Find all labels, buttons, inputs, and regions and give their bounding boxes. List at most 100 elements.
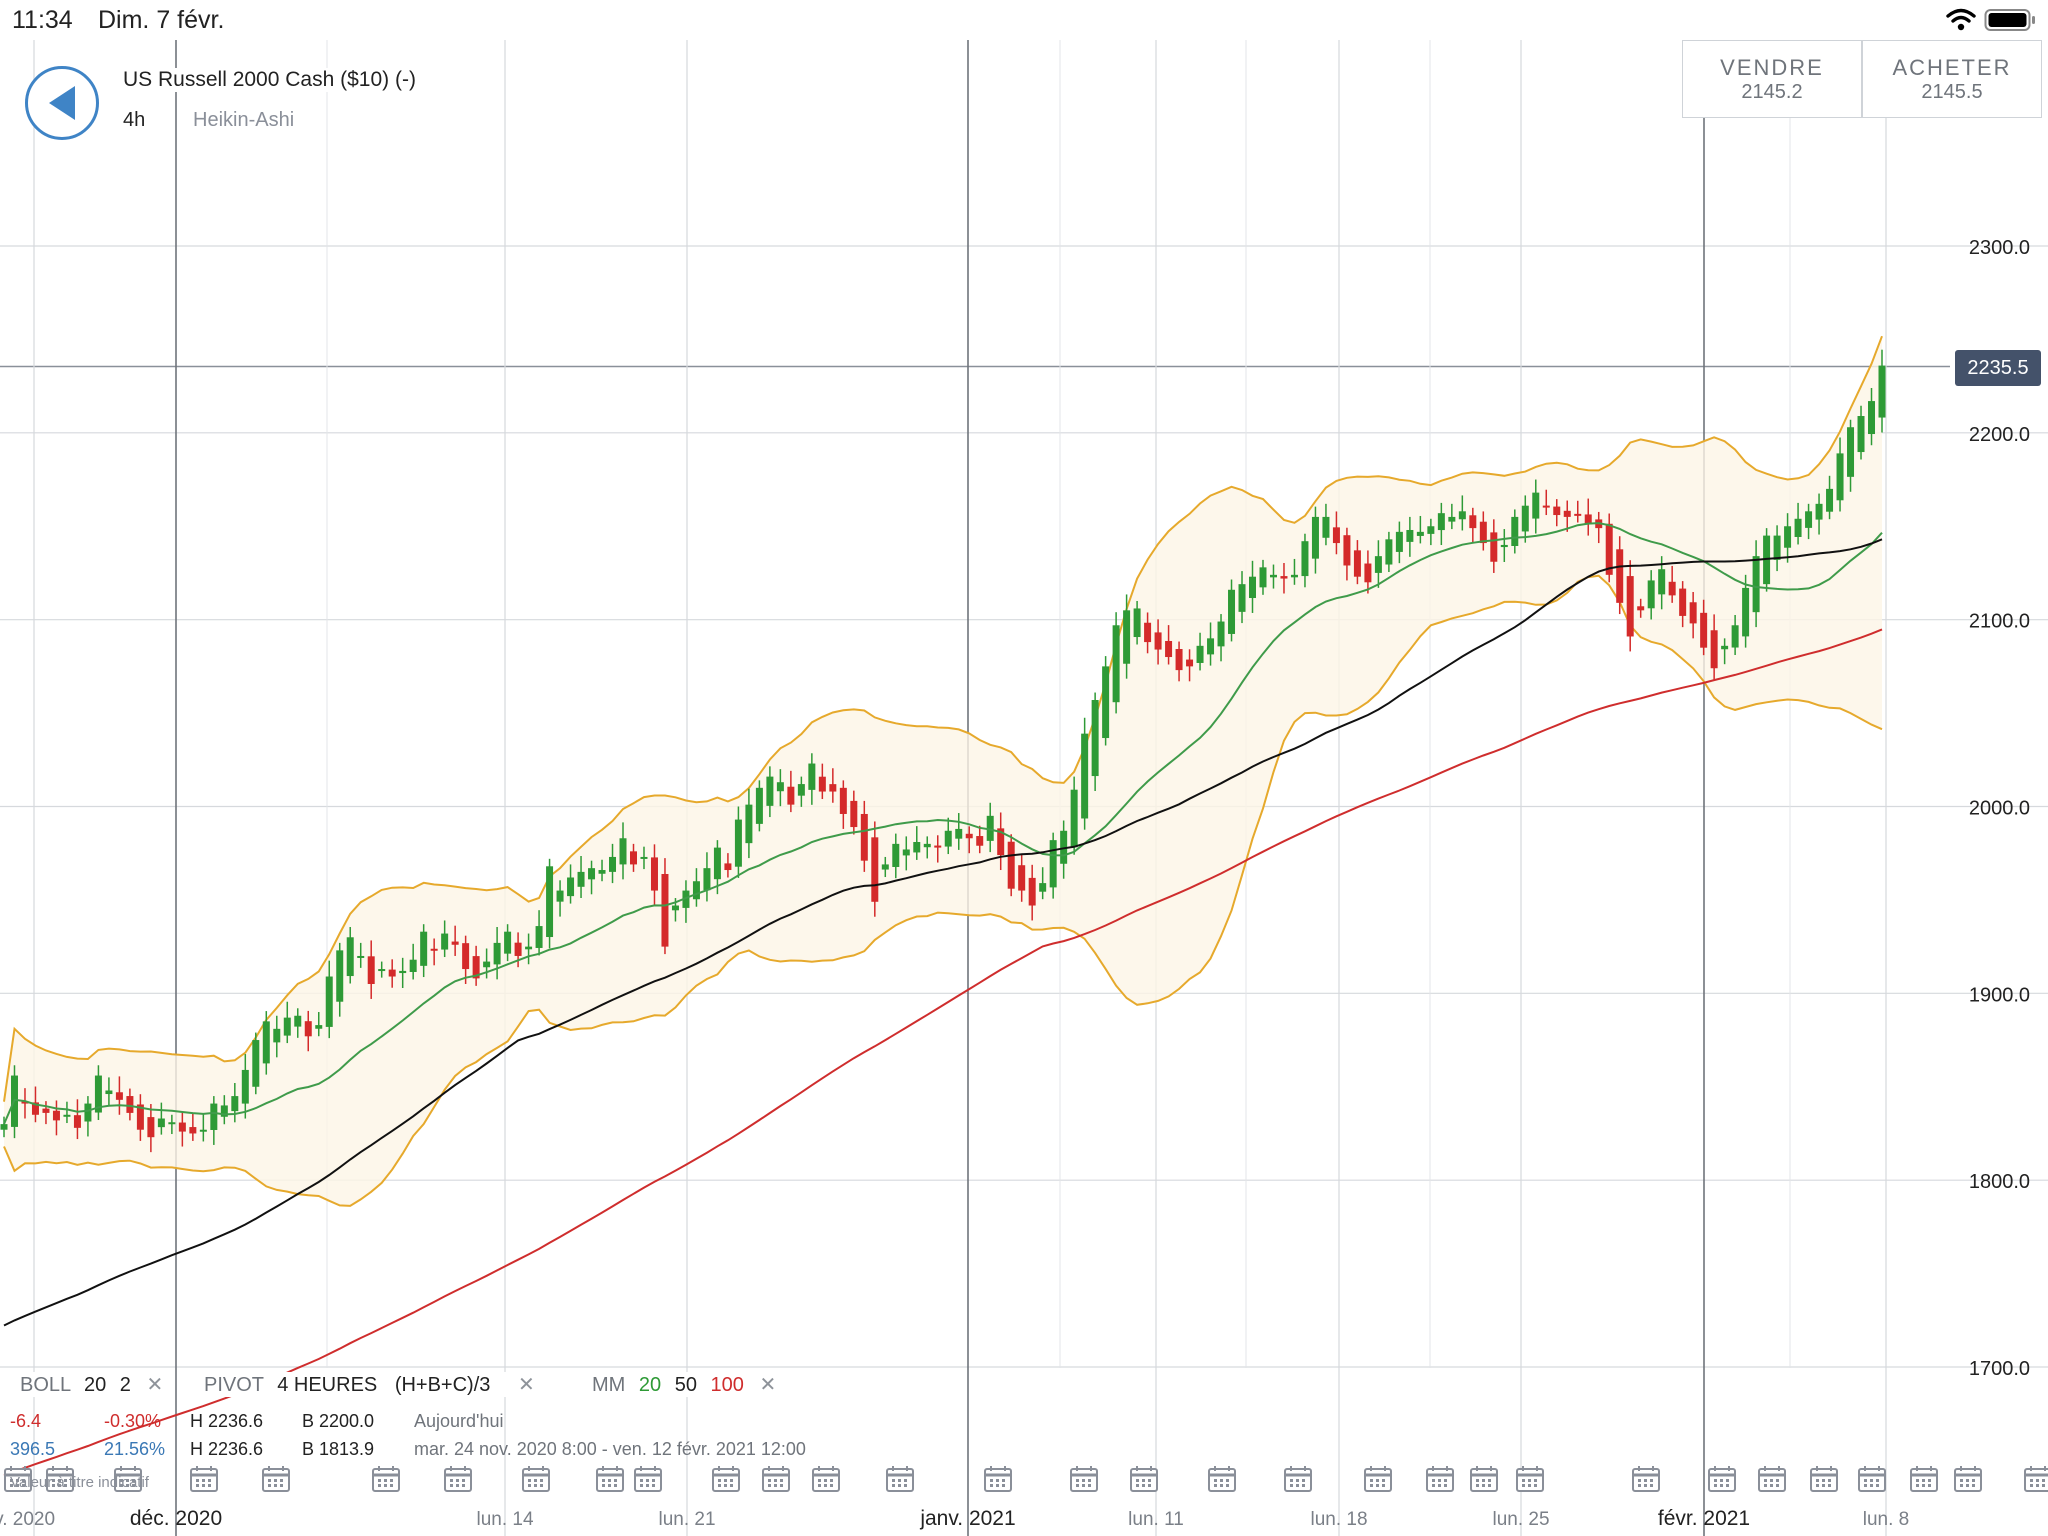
calendar-dot [608, 1479, 611, 1482]
calendar-event-icon[interactable] [372, 1466, 400, 1492]
timeframe-selector[interactable]: 4h [123, 109, 146, 132]
candle-body [818, 776, 826, 792]
calendar-dot [996, 1484, 999, 1487]
calendar-event-icon[interactable] [1910, 1466, 1938, 1492]
calendar-event-icon[interactable] [596, 1466, 624, 1492]
calendar-event-icon[interactable] [1810, 1466, 1838, 1492]
calendar-event-icon[interactable] [1758, 1466, 1786, 1492]
candle-body [430, 948, 438, 951]
calendar-event-icon[interactable] [984, 1466, 1012, 1492]
boll-name: BOLL [20, 1374, 71, 1396]
candle-body [1207, 638, 1215, 655]
calendar-event-icon[interactable] [262, 1466, 290, 1492]
calendar-event-icon[interactable] [114, 1466, 142, 1492]
boll-remove-icon[interactable]: ✕ [146, 1374, 164, 1396]
calendar-dot [892, 1479, 895, 1482]
today-high: H 2236.6 [190, 1411, 264, 1431]
candle-body [294, 1015, 302, 1027]
sell-button[interactable]: VENDRE 2145.2 [1682, 40, 1862, 118]
calendar-dot [640, 1479, 643, 1482]
calendar-event-icon[interactable] [1364, 1466, 1392, 1492]
calendar-event-icon[interactable] [1858, 1466, 1886, 1492]
calendar-dot [126, 1484, 129, 1487]
calendar-dot [2036, 1484, 2039, 1487]
candle-body [399, 970, 407, 974]
calendar-event-icon[interactable] [1516, 1466, 1544, 1492]
x-axis-label: janv. 2021 [919, 1507, 1015, 1530]
pivot-remove-icon[interactable]: ✕ [517, 1374, 535, 1396]
candle-body [199, 1129, 207, 1132]
calendar-dot [1720, 1484, 1723, 1487]
indicator-boll[interactable]: BOLL 20 2 ✕ [20, 1372, 164, 1397]
calendar-dot [1966, 1484, 1969, 1487]
calendar-event-icon[interactable] [1208, 1466, 1236, 1492]
calendar-dot [1534, 1484, 1537, 1487]
calendar-dot [646, 1484, 649, 1487]
calendar-event-icon[interactable] [1130, 1466, 1158, 1492]
candle-body [1081, 733, 1089, 819]
calendar-event-icon[interactable] [1070, 1466, 1098, 1492]
calendar-event-icon[interactable] [886, 1466, 914, 1492]
candle-body [934, 845, 942, 848]
calendar-dot [608, 1484, 611, 1487]
calendar-dot [652, 1484, 655, 1487]
calendar-dot [58, 1479, 61, 1482]
mm-period-100: 100 [710, 1374, 744, 1396]
calendar-dot [1822, 1479, 1825, 1482]
calendar-dot [1922, 1479, 1925, 1482]
calendar-event-icon[interactable] [1954, 1466, 1982, 1492]
calendar-event-icon[interactable] [2024, 1466, 2048, 1492]
calendar-dot [1148, 1479, 1151, 1482]
calendar-event-icon[interactable] [444, 1466, 472, 1492]
calendar-event-icon[interactable] [1708, 1466, 1736, 1492]
candle-body [1060, 830, 1068, 864]
candle-body [1238, 584, 1246, 612]
candle-body [556, 890, 564, 902]
calendar-dot [614, 1479, 617, 1482]
buy-button[interactable]: ACHETER 2145.5 [1862, 40, 2042, 118]
calendar-event-icon[interactable] [712, 1466, 740, 1492]
x-axis-label: lun. 8 [1863, 1509, 1909, 1530]
calendar-event-icon[interactable] [812, 1466, 840, 1492]
calendar-dot [774, 1479, 777, 1482]
x-axis-label: lun. 11 [1128, 1509, 1184, 1530]
indicator-pivot[interactable]: PIVOT 4 HEURES (H+B+C)/3 ✕ [204, 1372, 535, 1397]
candle-body [1500, 544, 1508, 548]
candle-body [378, 969, 386, 972]
calendar-dot [378, 1484, 381, 1487]
calendar-event-icon[interactable] [634, 1466, 662, 1492]
candle-body [210, 1103, 218, 1130]
calendar-event-icon[interactable] [1632, 1466, 1660, 1492]
calendar-event-icon[interactable] [4, 1466, 32, 1492]
candle-body [31, 1102, 39, 1115]
mm-remove-icon[interactable]: ✕ [759, 1374, 777, 1396]
calendar-event-icon[interactable] [1284, 1466, 1312, 1492]
change-percent: -0.30% [104, 1411, 162, 1431]
mm-period-20: 20 [638, 1374, 662, 1396]
candle-body [21, 1101, 29, 1104]
candle-body [252, 1040, 260, 1087]
calendar-event-icon[interactable] [46, 1466, 74, 1492]
indicator-mm[interactable]: MM 20 50 100 ✕ [592, 1372, 777, 1397]
chart-type-selector[interactable]: Heikin-Ashi [193, 109, 295, 132]
buy-price: 2145.5 [1921, 81, 1983, 103]
candle-body [976, 836, 984, 846]
calendar-dot [2030, 1484, 2033, 1487]
candle-body [1868, 401, 1876, 435]
calendar-dot [126, 1479, 129, 1482]
back-button[interactable] [25, 66, 99, 140]
calendar-dot [818, 1479, 821, 1482]
candle-body [178, 1122, 186, 1132]
calendar-event-icon[interactable] [762, 1466, 790, 1492]
range-change-percent: 21.56% [104, 1439, 166, 1459]
candle-body [336, 950, 344, 1002]
calendar-event-icon[interactable] [1470, 1466, 1498, 1492]
candle-body [147, 1117, 155, 1138]
calendar-event-icon[interactable] [190, 1466, 218, 1492]
calendar-dot [1296, 1484, 1299, 1487]
calendar-event-icon[interactable] [1426, 1466, 1454, 1492]
calendar-dot [652, 1479, 655, 1482]
candle-body [1406, 529, 1414, 542]
calendar-event-icon[interactable] [522, 1466, 550, 1492]
